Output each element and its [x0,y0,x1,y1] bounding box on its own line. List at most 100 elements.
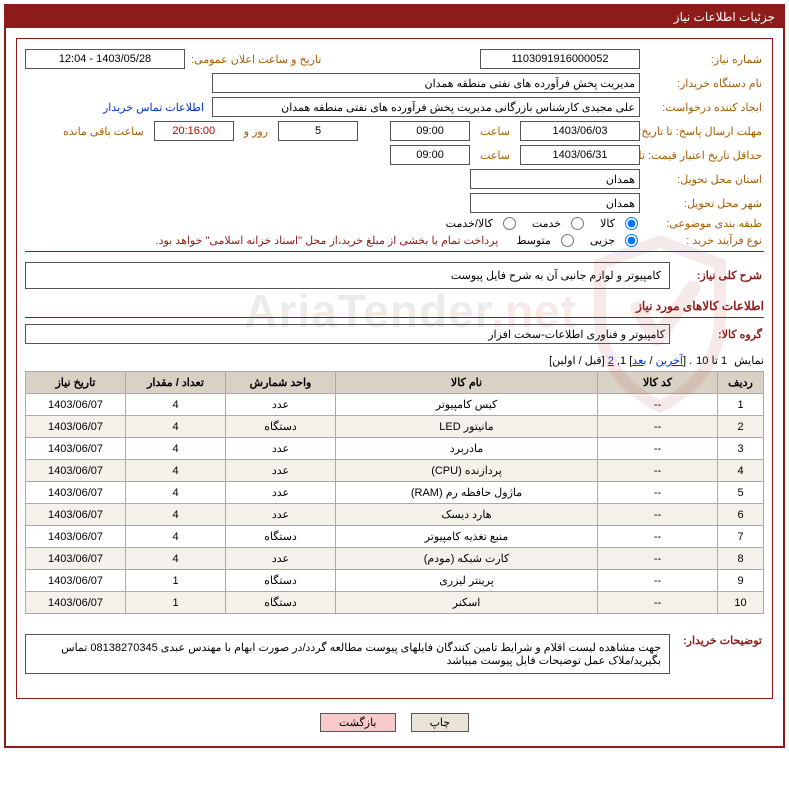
cell-n: 3 [718,438,764,460]
cell-qty: 4 [126,438,226,460]
cell-qty: 1 [126,570,226,592]
city-field[interactable] [470,193,640,213]
table-row: 6--هارد دیسکعدد41403/06/07 [26,504,764,526]
th-date: تاریخ نیاز [26,372,126,394]
payment-note: پرداخت تمام یا بخشی از مبلغ خرید،از محل … [156,234,503,247]
cell-qty: 4 [126,394,226,416]
radio-service-label: خدمت [522,217,565,230]
cell-name: هارد دیسک [336,504,598,526]
th-name: نام کالا [336,372,598,394]
cell-unit: دستگاه [226,592,336,614]
cell-date: 1403/06/07 [26,460,126,482]
cell-date: 1403/06/07 [26,570,126,592]
cell-date: 1403/06/07 [26,526,126,548]
cell-code: -- [598,416,718,438]
radio-minor[interactable] [625,234,638,247]
cell-n: 6 [718,504,764,526]
cell-unit: دستگاه [226,526,336,548]
th-code: کد کالا [598,372,718,394]
label-days-and: روز و [238,125,274,138]
pager-next-link[interactable]: بعد [632,355,646,367]
radio-medium-label: متوسط [506,234,555,247]
label-resp-deadline: مهلت ارسال پاسخ: تا تاریخ: [644,125,764,138]
cell-code: -- [598,394,718,416]
announce-datetime-field[interactable] [25,49,185,69]
days-remain-field[interactable] [278,121,358,141]
cell-name: پرینتر لیزری [336,570,598,592]
goods-group-field[interactable] [25,324,670,344]
radio-goods[interactable] [625,217,638,230]
cell-unit: عدد [226,548,336,570]
cell-n: 4 [718,460,764,482]
cell-unit: عدد [226,394,336,416]
label-price-validity: حداقل تاریخ اعتبار قیمت: تا تاریخ: [644,149,764,162]
label-buyer-notes: توضیحات خریدار: [674,624,764,647]
divider-1 [25,251,764,252]
cell-n: 1 [718,394,764,416]
table-row: 2--مانیتور LEDدستگاه41403/06/07 [26,416,764,438]
cell-qty: 4 [126,460,226,482]
goods-section-head: اطلاعات کالاهای مورد نیاز [25,299,764,313]
buyer-org-field[interactable] [212,73,640,93]
need-number-field[interactable] [480,49,640,69]
cell-code: -- [598,438,718,460]
price-hour-field[interactable] [390,145,470,165]
label-announce-dt: تاریخ و ساعت اعلان عمومی: [189,53,323,66]
req-creator-field[interactable] [212,97,640,117]
cell-n: 2 [718,416,764,438]
label-req-creator: ایجاد کننده درخواست: [644,101,764,114]
cell-date: 1403/06/07 [26,416,126,438]
cell-code: -- [598,504,718,526]
label-need-no: شماره نیاز: [644,53,764,66]
cell-unit: عدد [226,482,336,504]
label-subject-class: طبقه بندی موضوعی: [644,217,764,230]
cell-date: 1403/06/07 [26,548,126,570]
pager: نمایش 1 تا 10. [آخرین / بعد] 1, 2 [قبل /… [25,354,764,367]
label-time-remaining: ساعت باقی مانده [57,125,150,138]
time-remain-field[interactable] [154,121,234,141]
cell-name: مانیتور LED [336,416,598,438]
cell-code: -- [598,570,718,592]
divider-2 [25,317,764,318]
pager-sep: / [646,355,655,367]
cell-code: -- [598,548,718,570]
cell-unit: دستگاه [226,570,336,592]
back-button[interactable]: بازگشت [320,713,396,732]
resp-date-field[interactable] [520,121,640,141]
cell-qty: 4 [126,504,226,526]
label-overall-desc: شرح کلی نیاز: [674,269,764,282]
buyer-contact-link[interactable]: اطلاعات تماس خریدار [99,101,208,114]
resp-hour-field[interactable] [390,121,470,141]
cell-date: 1403/06/07 [26,438,126,460]
radio-medium[interactable] [561,234,574,247]
radio-service[interactable] [571,217,584,230]
cell-unit: دستگاه [226,416,336,438]
cell-date: 1403/06/07 [26,592,126,614]
cell-code: -- [598,482,718,504]
th-qty: تعداد / مقدار [126,372,226,394]
label-goods-group: گروه کالا: [674,328,764,341]
table-row: 8--کارت شبکه (مودم)عدد41403/06/07 [26,548,764,570]
cell-qty: 4 [126,416,226,438]
pager-end: [قبل / اولین] [549,355,608,367]
pager-last-link[interactable]: آخرین [656,355,683,367]
pager-mid: ] 1, [614,355,632,367]
label-hour-2: ساعت [474,149,516,162]
cell-name: منبع تغذیه کامپیوتر [336,526,598,548]
province-field[interactable] [470,169,640,189]
cell-date: 1403/06/07 [26,482,126,504]
cell-n: 10 [718,592,764,614]
cell-qty: 4 [126,482,226,504]
table-row: 3--مادربردعدد41403/06/07 [26,438,764,460]
price-date-field[interactable] [520,145,640,165]
radio-goods-service[interactable] [503,217,516,230]
cell-n: 5 [718,482,764,504]
cell-n: 8 [718,548,764,570]
cell-unit: عدد [226,438,336,460]
cell-date: 1403/06/07 [26,504,126,526]
cell-n: 9 [718,570,764,592]
label-hour-1: ساعت [474,125,516,138]
goods-table: ردیف کد کالا نام کالا واحد شمارش تعداد /… [25,371,764,614]
th-row: ردیف [718,372,764,394]
print-button[interactable]: چاپ [411,713,470,732]
